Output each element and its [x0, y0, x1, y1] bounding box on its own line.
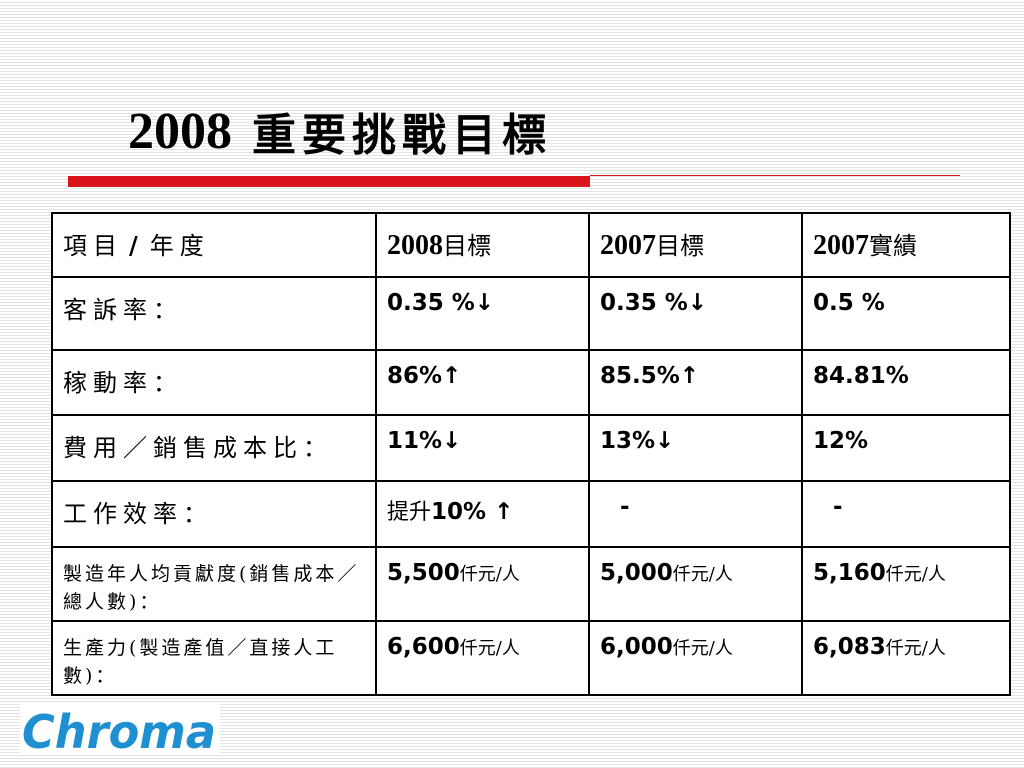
cell-value: 6,600 [387, 634, 460, 660]
row-label-complaint-rate: 客訴率： [63, 296, 183, 324]
header-2008-year: 2008 [387, 230, 443, 261]
cell-value: 12% [813, 428, 869, 454]
cell-unit: 仟元/人 [459, 564, 520, 585]
row-label-productivity: 生產力(製造產值／直接人工數)： [63, 637, 338, 687]
cell-unit: 仟元/人 [885, 564, 946, 585]
goals-table: 項目 / 年度 2008目標 2007目標 2007實績 客訴率： 0.35 %↓ … [51, 212, 1011, 696]
header-2007-actual-year: 2007 [813, 230, 869, 261]
table-row: 工作效率： 提升10% ↑ - - [51, 480, 1011, 548]
cell-value: 5,160 [813, 560, 886, 586]
cell-value: 86%↑ [387, 363, 462, 389]
cell-dash: - [833, 494, 843, 520]
cell-value: 13%↓ [600, 428, 675, 454]
cell-unit: 仟元/人 [885, 638, 946, 659]
title-underline-line [590, 175, 960, 176]
cell-value: 0.5 % [813, 290, 885, 316]
table-row: 費用／銷售成本比： 11%↓ 13%↓ 12% [51, 414, 1011, 482]
cell-value: 0.35 %↓ [387, 290, 495, 316]
row-label-contribution: 製造年人均貢獻度(銷售成本／總人數)： [63, 563, 360, 613]
cell-value: 6,000 [600, 634, 673, 660]
title-text: 重要挑戰目標 [252, 110, 552, 161]
header-cell-item-year: 項目 / 年度 [51, 212, 377, 278]
header-slash: / [129, 231, 144, 260]
header-cell-2007-actual: 2007實績 [801, 212, 1011, 278]
cell-value: 5,500 [387, 560, 460, 586]
header-label-year: 年度 [149, 232, 210, 260]
table-row: 生產力(製造產值／直接人工數)： 6,600仟元/人 6,000仟元/人 6,0… [51, 620, 1011, 696]
row-label-utilization-rate: 稼動率： [63, 369, 183, 397]
cell-value: 11%↓ [387, 428, 462, 454]
cell-unit: 仟元/人 [672, 564, 733, 585]
cell-value: 5,000 [600, 560, 673, 586]
header-cell-2008-target: 2008目標 [375, 212, 590, 278]
chroma-logo: Chroma [20, 703, 220, 755]
header-2007-actual-suffix: 實績 [869, 232, 917, 260]
table-row: 客訴率： 0.35 %↓ 0.35 %↓ 0.5 % [51, 276, 1011, 351]
cell-unit: 仟元/人 [459, 638, 520, 659]
header-2008-suffix: 目標 [443, 232, 491, 260]
header-cell-2007-target: 2007目標 [588, 212, 803, 278]
cell-unit: 仟元/人 [672, 638, 733, 659]
cell-value: 85.5%↑ [600, 363, 700, 389]
cell-value: 10% ↑ [431, 499, 514, 525]
cell-dash: - [620, 494, 630, 520]
header-2007-target-year: 2007 [600, 230, 656, 261]
chroma-logo-text: Chroma [22, 705, 216, 755]
table-header-row: 項目 / 年度 2008目標 2007目標 2007實績 [51, 212, 1011, 278]
cell-prefix: 提升 [387, 500, 432, 525]
title-underline-bar [68, 176, 590, 187]
header-2007-target-suffix: 目標 [656, 232, 704, 260]
cell-value: 0.35 %↓ [600, 290, 708, 316]
table-row: 製造年人均貢獻度(銷售成本／總人數)： 5,500仟元/人 5,000仟元/人 … [51, 546, 1011, 622]
cell-value: 84.81% [813, 363, 909, 389]
row-label-expense-ratio: 費用／銷售成本比： [63, 434, 333, 462]
cell-value: 6,083 [813, 634, 886, 660]
slide-title: 2008 重要挑戰目標 [128, 96, 552, 166]
table-row: 稼動率： 86%↑ 85.5%↑ 84.81% [51, 349, 1011, 416]
row-label-work-efficiency: 工作效率： [63, 500, 213, 528]
title-year: 2008 [128, 102, 232, 160]
header-label-item: 項目 [63, 232, 123, 260]
